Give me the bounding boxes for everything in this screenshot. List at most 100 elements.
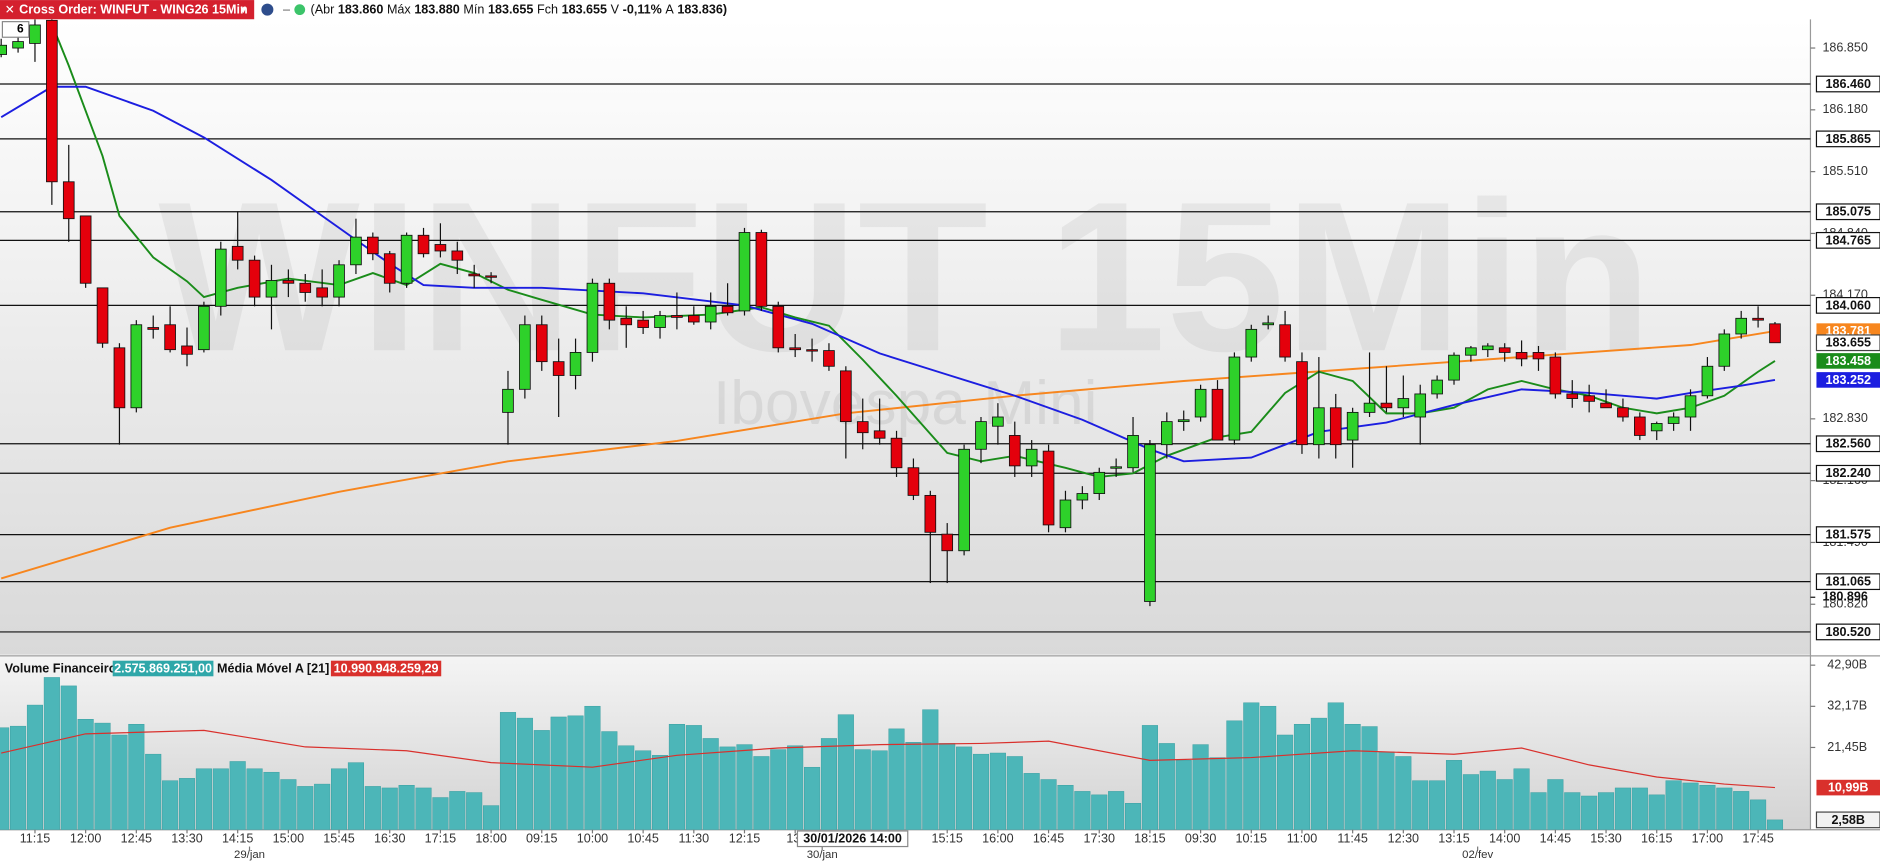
candle-body — [1380, 402, 1393, 409]
volume-bar — [1395, 756, 1412, 830]
y-tick-label: 182.830 — [1822, 411, 1867, 425]
volume-value-box — [112, 660, 214, 677]
volume-bar — [1108, 791, 1125, 830]
volume-bar — [1513, 768, 1530, 830]
volume-bar — [212, 768, 229, 830]
volume-bar — [483, 805, 500, 830]
header-bar — [0, 0, 1880, 20]
candle-body — [806, 349, 818, 352]
candle-body — [434, 244, 447, 252]
candle-body — [1329, 407, 1342, 446]
candle-body — [738, 232, 751, 312]
volume-bar — [162, 780, 179, 830]
volume-bar — [787, 745, 804, 830]
volume-bar — [466, 792, 483, 830]
volume-bar — [635, 750, 652, 830]
ma-value: 10.990.948.259,29 — [334, 661, 439, 675]
candle-body — [79, 215, 92, 284]
level-label-box — [1815, 526, 1880, 544]
volume-bar — [702, 738, 719, 830]
x-tick-label: 15:00 — [273, 832, 304, 846]
volume-bar — [1344, 724, 1361, 830]
candle-body — [1093, 471, 1106, 494]
volume-bar — [1023, 773, 1040, 830]
volume-bar — [1564, 792, 1581, 830]
volume-bar — [922, 709, 939, 830]
candle-body — [1667, 416, 1680, 424]
quote-token: 183.860 — [338, 3, 383, 17]
candle-body — [333, 264, 345, 298]
candle-body — [890, 437, 903, 469]
x-tick-label: 16:30 — [374, 832, 405, 846]
moving-average — [0, 85, 1776, 463]
volume-bar — [43, 677, 60, 830]
last-volume-box — [1815, 811, 1880, 829]
volume-bar — [111, 734, 128, 830]
candle-body — [1279, 324, 1291, 358]
quote-line: (Abr 183.860 Máx 183.880 Mín 183.655 Fch 183.65… — [311, 3, 728, 17]
candle-body — [181, 345, 193, 355]
volume-bar — [516, 717, 533, 830]
volume-bar — [1766, 819, 1784, 830]
quote-token: 183.655 — [562, 3, 607, 17]
badge-box[interactable] — [1, 21, 30, 38]
candle-body — [1769, 323, 1781, 344]
candle-body — [552, 361, 565, 376]
candle-body — [1448, 354, 1460, 381]
level-label: 182.240 — [1825, 466, 1870, 480]
candle-body — [1600, 402, 1612, 409]
candle-body — [1059, 499, 1072, 529]
level-label-box — [1815, 623, 1880, 641]
x-tick-label: 14:15 — [222, 832, 253, 846]
candle-body — [1363, 402, 1376, 413]
watermark: WINFUT 15Min Ibovespa Mini — [158, 158, 1652, 438]
volume-bar — [1310, 717, 1327, 830]
volume-bar — [60, 685, 77, 830]
candle-body — [823, 350, 835, 367]
volume-bar — [668, 724, 685, 830]
ma-value-box — [330, 660, 442, 677]
candle-body — [772, 305, 785, 349]
close-icon[interactable]: ✕ — [5, 2, 15, 16]
volume-bar — [94, 722, 111, 830]
level-label: 182.560 — [1825, 437, 1870, 451]
volume-bar — [972, 753, 990, 830]
title-dropdown[interactable]: ▼ — [239, 5, 248, 16]
level-label-box — [1815, 75, 1880, 93]
candle-body — [113, 347, 126, 409]
quote-token: A — [665, 3, 674, 17]
title-badge[interactable] — [0, 0, 255, 20]
volume-bar — [128, 724, 145, 830]
date-label: 29/jan — [234, 849, 265, 861]
last-volume-label: 2,58B — [1831, 813, 1865, 827]
volume-bar — [1209, 757, 1226, 830]
volume-bar — [1125, 803, 1142, 830]
candle-body — [1211, 388, 1224, 441]
axis-layer: 186.850186.180185.510184.840184.170182.8… — [20, 40, 1880, 861]
ma-title: Média Móvel A [21] — [217, 661, 329, 675]
quote-token: Fch — [537, 3, 558, 17]
candle-body — [789, 347, 801, 351]
x-tick-label: 09:15 — [526, 832, 557, 846]
x-tick-label: 11:15 — [20, 832, 51, 846]
x-tick-label: 12:00 — [70, 832, 101, 846]
candle-body — [1735, 317, 1748, 335]
volume-bar — [1260, 705, 1277, 830]
candle-body — [299, 282, 312, 293]
ma-tick-label: 10,99B — [1828, 781, 1869, 795]
x-tick-label: 10:00 — [577, 832, 608, 846]
candle-body — [1498, 347, 1511, 353]
candle-body — [569, 352, 582, 376]
candle-body — [147, 327, 160, 330]
volume-bar — [398, 785, 415, 830]
candle-body — [873, 430, 886, 439]
volume-bar — [415, 787, 432, 830]
volume-bar — [1496, 779, 1513, 830]
x-tick-label: 18:15 — [1134, 832, 1165, 846]
volume-bar — [449, 791, 466, 830]
level-label-box — [1815, 130, 1880, 148]
volume-bar — [347, 762, 364, 830]
candle-body — [603, 282, 616, 321]
